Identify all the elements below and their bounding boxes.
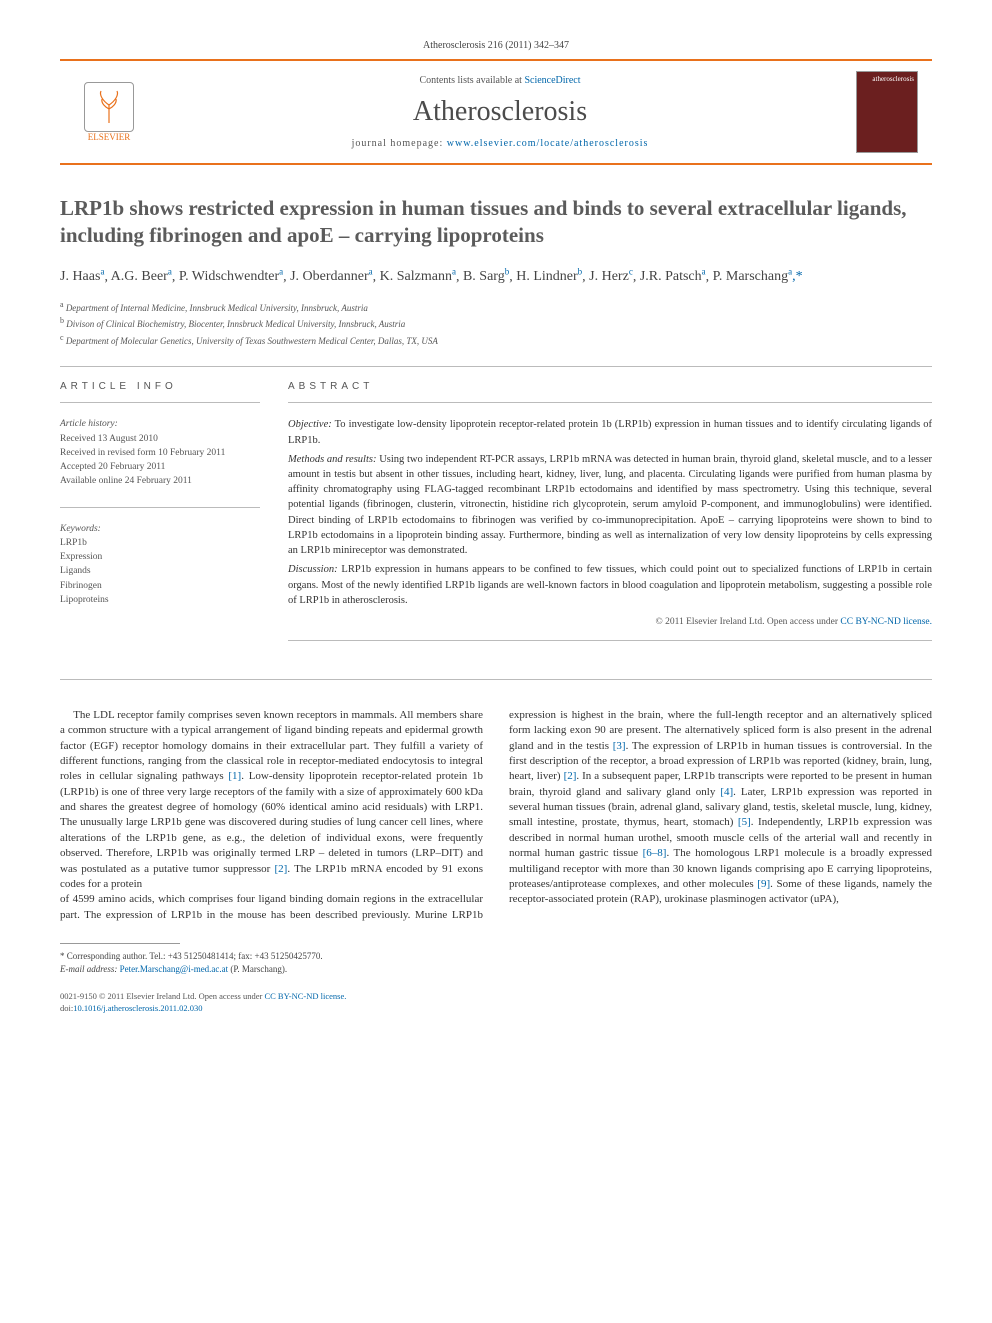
citation-link[interactable]: [2] [564, 770, 577, 782]
affiliation: a Department of Internal Medicine, Innsb… [60, 299, 932, 316]
author-list: J. Haasa, A.G. Beera, P. Widschwendtera,… [60, 266, 932, 287]
affiliations: a Department of Internal Medicine, Innsb… [60, 299, 932, 349]
objective-label: Objective: [288, 419, 332, 430]
citation-link[interactable]: [6–8] [643, 847, 667, 859]
email-label: E-mail address: [60, 964, 117, 974]
history-line: Received in revised form 10 February 201… [60, 446, 260, 460]
author: A.G. Beera [111, 269, 172, 284]
objective-text: To investigate low-density lipoprotein r… [288, 419, 932, 445]
author: J.R. Patscha [640, 269, 706, 284]
abstract-text: Objective: To investigate low-density li… [288, 417, 932, 629]
homepage-prefix: journal homepage: [352, 138, 447, 149]
author: B. Sargb [463, 269, 509, 284]
discussion-text: LRP1b expression in humans appears to be… [288, 564, 932, 605]
sciencedirect-link[interactable]: ScienceDirect [524, 75, 580, 86]
rule-abstract-bottom [288, 640, 932, 641]
rule-keywords [60, 507, 260, 508]
header-center: Contents lists available at ScienceDirec… [158, 75, 842, 149]
article-info-column: ARTICLE INFO Article history: Received 1… [60, 381, 260, 654]
abstract-objective: Objective: To investigate low-density li… [288, 417, 932, 447]
rule-abstract [288, 402, 932, 403]
article-history: Article history: Received 13 August 2010… [60, 417, 260, 488]
author: J. Oberdannera [290, 269, 373, 284]
corresponding-email-link[interactable]: Peter.Marschang@i-med.ac.at [120, 964, 229, 974]
keywords-block: Keywords: LRP1bExpressionLigandsFibrinog… [60, 522, 260, 608]
history-line: Received 13 August 2010 [60, 432, 260, 446]
journal-reference: Atherosclerosis 216 (2011) 342–347 [60, 40, 932, 51]
page-footer-meta: 0021-9150 © 2011 Elsevier Ireland Ltd. O… [60, 991, 932, 1015]
doi-label: doi: [60, 1003, 73, 1013]
corresponding-author-note: * Corresponding author. Tel.: +43 512504… [60, 950, 932, 963]
elsevier-tree-icon [84, 82, 134, 132]
keyword: LRP1b [60, 536, 260, 550]
author: P. Marschanga,* [713, 269, 803, 284]
open-access-text: Open access under [767, 617, 841, 627]
article-title: LRP1b shows restricted expression in hum… [60, 195, 932, 250]
elsevier-logo: ELSEVIER [74, 73, 144, 151]
methods-label: Methods and results: [288, 454, 376, 465]
author: K. Salzmanna [380, 269, 456, 284]
footer-open-access: Open access under [199, 991, 265, 1001]
copyright-prefix: © 2011 Elsevier Ireland Ltd. [655, 617, 766, 627]
footnotes: * Corresponding author. Tel.: +43 512504… [60, 950, 932, 975]
methods-text: Using two independent RT-PCR assays, LRP… [288, 454, 932, 556]
rule-top [60, 366, 932, 367]
abstract-discussion: Discussion: LRP1b expression in humans a… [288, 562, 932, 608]
homepage-line: journal homepage: www.elsevier.com/locat… [158, 138, 842, 149]
history-line: Available online 24 February 2011 [60, 474, 260, 488]
citation-link[interactable]: [3] [613, 740, 626, 752]
history-line: Accepted 20 February 2011 [60, 460, 260, 474]
rule-body-top [60, 679, 932, 680]
abstract-column: ABSTRACT Objective: To investigate low-d… [288, 381, 932, 654]
email-person: (P. Marschang). [228, 964, 287, 974]
body-text: The LDL receptor family comprises seven … [60, 708, 932, 923]
keywords-heading: Keywords: [60, 522, 260, 536]
publisher-label: ELSEVIER [88, 132, 131, 142]
keyword: Expression [60, 550, 260, 564]
cover-label: atherosclerosis [872, 75, 914, 83]
doi-link[interactable]: 10.1016/j.atherosclerosis.2011.02.030 [73, 1003, 202, 1013]
author: J. Haasa [60, 269, 104, 284]
meta-row: ARTICLE INFO Article history: Received 1… [60, 381, 932, 654]
footnote-separator [60, 943, 180, 944]
citation-link[interactable]: [4] [720, 786, 733, 798]
rule-info [60, 402, 260, 403]
citation-link[interactable]: [2] [275, 863, 288, 875]
keyword: Lipoproteins [60, 593, 260, 607]
abstract-copyright: © 2011 Elsevier Ireland Ltd. Open access… [288, 616, 932, 630]
abstract-label: ABSTRACT [288, 381, 932, 392]
footer-license-link[interactable]: CC BY-NC-ND license. [264, 991, 346, 1001]
citation-link[interactable]: [9] [757, 878, 770, 890]
history-heading: Article history: [60, 417, 260, 431]
keyword: Ligands [60, 564, 260, 578]
abstract-methods: Methods and results: Using two independe… [288, 452, 932, 559]
contents-line: Contents lists available at ScienceDirec… [158, 75, 842, 86]
email-line: E-mail address: Peter.Marschang@i-med.ac… [60, 963, 932, 976]
affiliation: b Divison of Clinical Biochemistry, Bioc… [60, 315, 932, 332]
keyword: Fibrinogen [60, 579, 260, 593]
author: J. Herzc [589, 269, 633, 284]
contents-prefix: Contents lists available at [419, 75, 524, 86]
journal-name: Atherosclerosis [158, 96, 842, 128]
journal-cover-thumbnail: atherosclerosis [856, 71, 918, 153]
affiliation: c Department of Molecular Genetics, Univ… [60, 332, 932, 349]
journal-header: ELSEVIER Contents lists available at Sci… [60, 59, 932, 165]
homepage-link[interactable]: www.elsevier.com/locate/atherosclerosis [447, 138, 649, 149]
license-link[interactable]: CC BY-NC-ND license. [840, 617, 932, 627]
author: P. Widschwendtera [179, 269, 283, 284]
citation-link[interactable]: [1] [228, 770, 241, 782]
discussion-label: Discussion: [288, 564, 338, 575]
author: H. Lindnerb [516, 269, 582, 284]
issn-line: 0021-9150 © 2011 Elsevier Ireland Ltd. [60, 991, 199, 1001]
citation-link[interactable]: [5] [738, 816, 751, 828]
article-info-label: ARTICLE INFO [60, 381, 260, 392]
body-para-1: The LDL receptor family comprises seven … [60, 708, 483, 893]
